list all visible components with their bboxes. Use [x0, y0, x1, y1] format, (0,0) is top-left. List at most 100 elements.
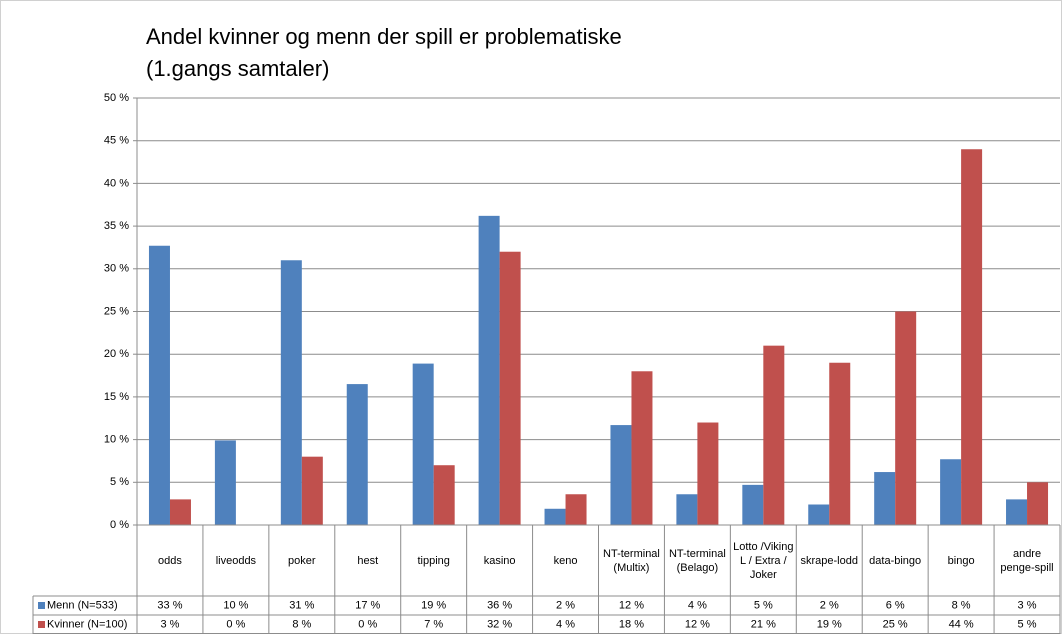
chart-title: (1.gangs samtaler) — [146, 56, 329, 81]
y-tick-label: 45 % — [104, 135, 129, 147]
bar — [610, 425, 632, 525]
x-tick-label: tipping — [417, 554, 450, 567]
bar — [148, 245, 170, 525]
bar — [808, 504, 830, 525]
data-label: 25 % — [883, 618, 908, 630]
category-cell: Lotto /Viking L / Extra / Joker — [733, 540, 794, 581]
x-tick-label: keno — [553, 554, 578, 567]
x-tick-label: bingo — [947, 554, 975, 567]
x-tick-label: skrape-lodd — [800, 554, 858, 567]
legend-label: Kvinner (N=100) — [47, 618, 127, 630]
category-cell: keno — [553, 554, 578, 567]
bar — [763, 345, 785, 525]
bar — [499, 251, 521, 525]
bar — [631, 371, 653, 525]
data-label: 19 % — [421, 599, 446, 611]
bar — [412, 363, 434, 525]
bar — [478, 215, 500, 526]
data-label: 8 % — [292, 618, 311, 630]
data-label: 33 % — [157, 599, 182, 611]
category-cell: tipping — [417, 554, 450, 567]
data-label: 18 % — [619, 618, 644, 630]
data-label: 12 % — [685, 618, 710, 630]
y-tick-label: 15 % — [104, 391, 129, 403]
x-tick-label: poker — [288, 554, 316, 567]
legend-label: Menn (N=533) — [47, 599, 118, 611]
y-tick-label: 25 % — [104, 305, 129, 317]
data-label: 5 % — [754, 599, 773, 611]
x-tick-label: hest — [357, 554, 379, 567]
y-tick-label: 0 % — [110, 519, 129, 531]
bar — [1006, 499, 1028, 525]
bar — [433, 465, 455, 525]
chart-title: Andel kvinner og menn der spill er probl… — [146, 24, 622, 49]
x-tick-label: odds — [158, 554, 182, 567]
bar — [544, 508, 566, 525]
category-cell: odds — [158, 554, 182, 567]
data-label: 32 % — [487, 618, 512, 630]
bar — [565, 494, 587, 525]
bar — [301, 456, 323, 525]
data-label: 12 % — [619, 599, 644, 611]
x-tick-label: Lotto /Viking L / Extra / Joker — [733, 540, 794, 581]
data-label: 2 % — [820, 599, 839, 611]
x-tick-label: kasino — [483, 554, 516, 567]
y-tick-label: 20 % — [104, 348, 129, 360]
category-cell: hest — [357, 554, 379, 567]
bar — [214, 440, 236, 525]
x-tick-label: data-bingo — [869, 554, 922, 567]
data-label: 31 % — [289, 599, 314, 611]
category-cell: andre penge-spill — [1000, 547, 1054, 574]
y-tick-label: 35 % — [104, 220, 129, 232]
data-label: 10 % — [223, 599, 248, 611]
y-tick-label: 40 % — [104, 177, 129, 189]
data-label: 19 % — [817, 618, 842, 630]
legend-swatch — [38, 602, 45, 609]
bar — [895, 311, 917, 525]
category-cell: NT-terminal (Belago) — [668, 547, 726, 574]
y-tick-label: 10 % — [104, 434, 129, 446]
bar — [697, 422, 719, 525]
data-label: 4 % — [688, 599, 707, 611]
category-cell: skrape-lodd — [800, 554, 858, 567]
bar — [874, 472, 896, 525]
category-cell: data-bingo — [869, 554, 922, 567]
data-label: 7 % — [424, 618, 443, 630]
y-tick-label: 5 % — [110, 476, 129, 488]
data-label: 0 % — [226, 618, 245, 630]
x-tick-label: NT-terminal (Multix) — [603, 547, 660, 574]
legend-swatch — [38, 621, 45, 628]
bar — [742, 484, 764, 525]
data-label: 5 % — [1018, 618, 1037, 630]
bar — [280, 260, 302, 525]
y-tick-label: 30 % — [104, 263, 129, 275]
data-label: 36 % — [487, 599, 512, 611]
data-label: 17 % — [355, 599, 380, 611]
bar — [346, 384, 368, 525]
data-label: 0 % — [358, 618, 377, 630]
bar — [169, 499, 191, 525]
x-tick-label: andre penge-spill — [1000, 547, 1054, 574]
category-cell: kasino — [483, 554, 516, 567]
category-cell: NT-terminal (Multix) — [603, 547, 660, 574]
category-cell: liveodds — [215, 554, 257, 567]
bar — [1027, 482, 1049, 525]
data-label: 4 % — [556, 618, 575, 630]
category-cell: bingo — [947, 554, 975, 567]
x-tick-label: NT-terminal (Belago) — [668, 547, 726, 574]
data-label: 3 % — [160, 618, 179, 630]
data-label: 3 % — [1018, 599, 1037, 611]
category-cell: poker — [288, 554, 316, 567]
bar — [940, 459, 962, 525]
bar — [676, 494, 698, 525]
y-tick-label: 50 % — [104, 92, 129, 104]
data-label: 21 % — [751, 618, 776, 630]
data-label: 6 % — [886, 599, 905, 611]
data-label: 44 % — [949, 618, 974, 630]
bar — [961, 149, 983, 526]
x-tick-label: liveodds — [215, 554, 257, 567]
data-label: 8 % — [952, 599, 971, 611]
